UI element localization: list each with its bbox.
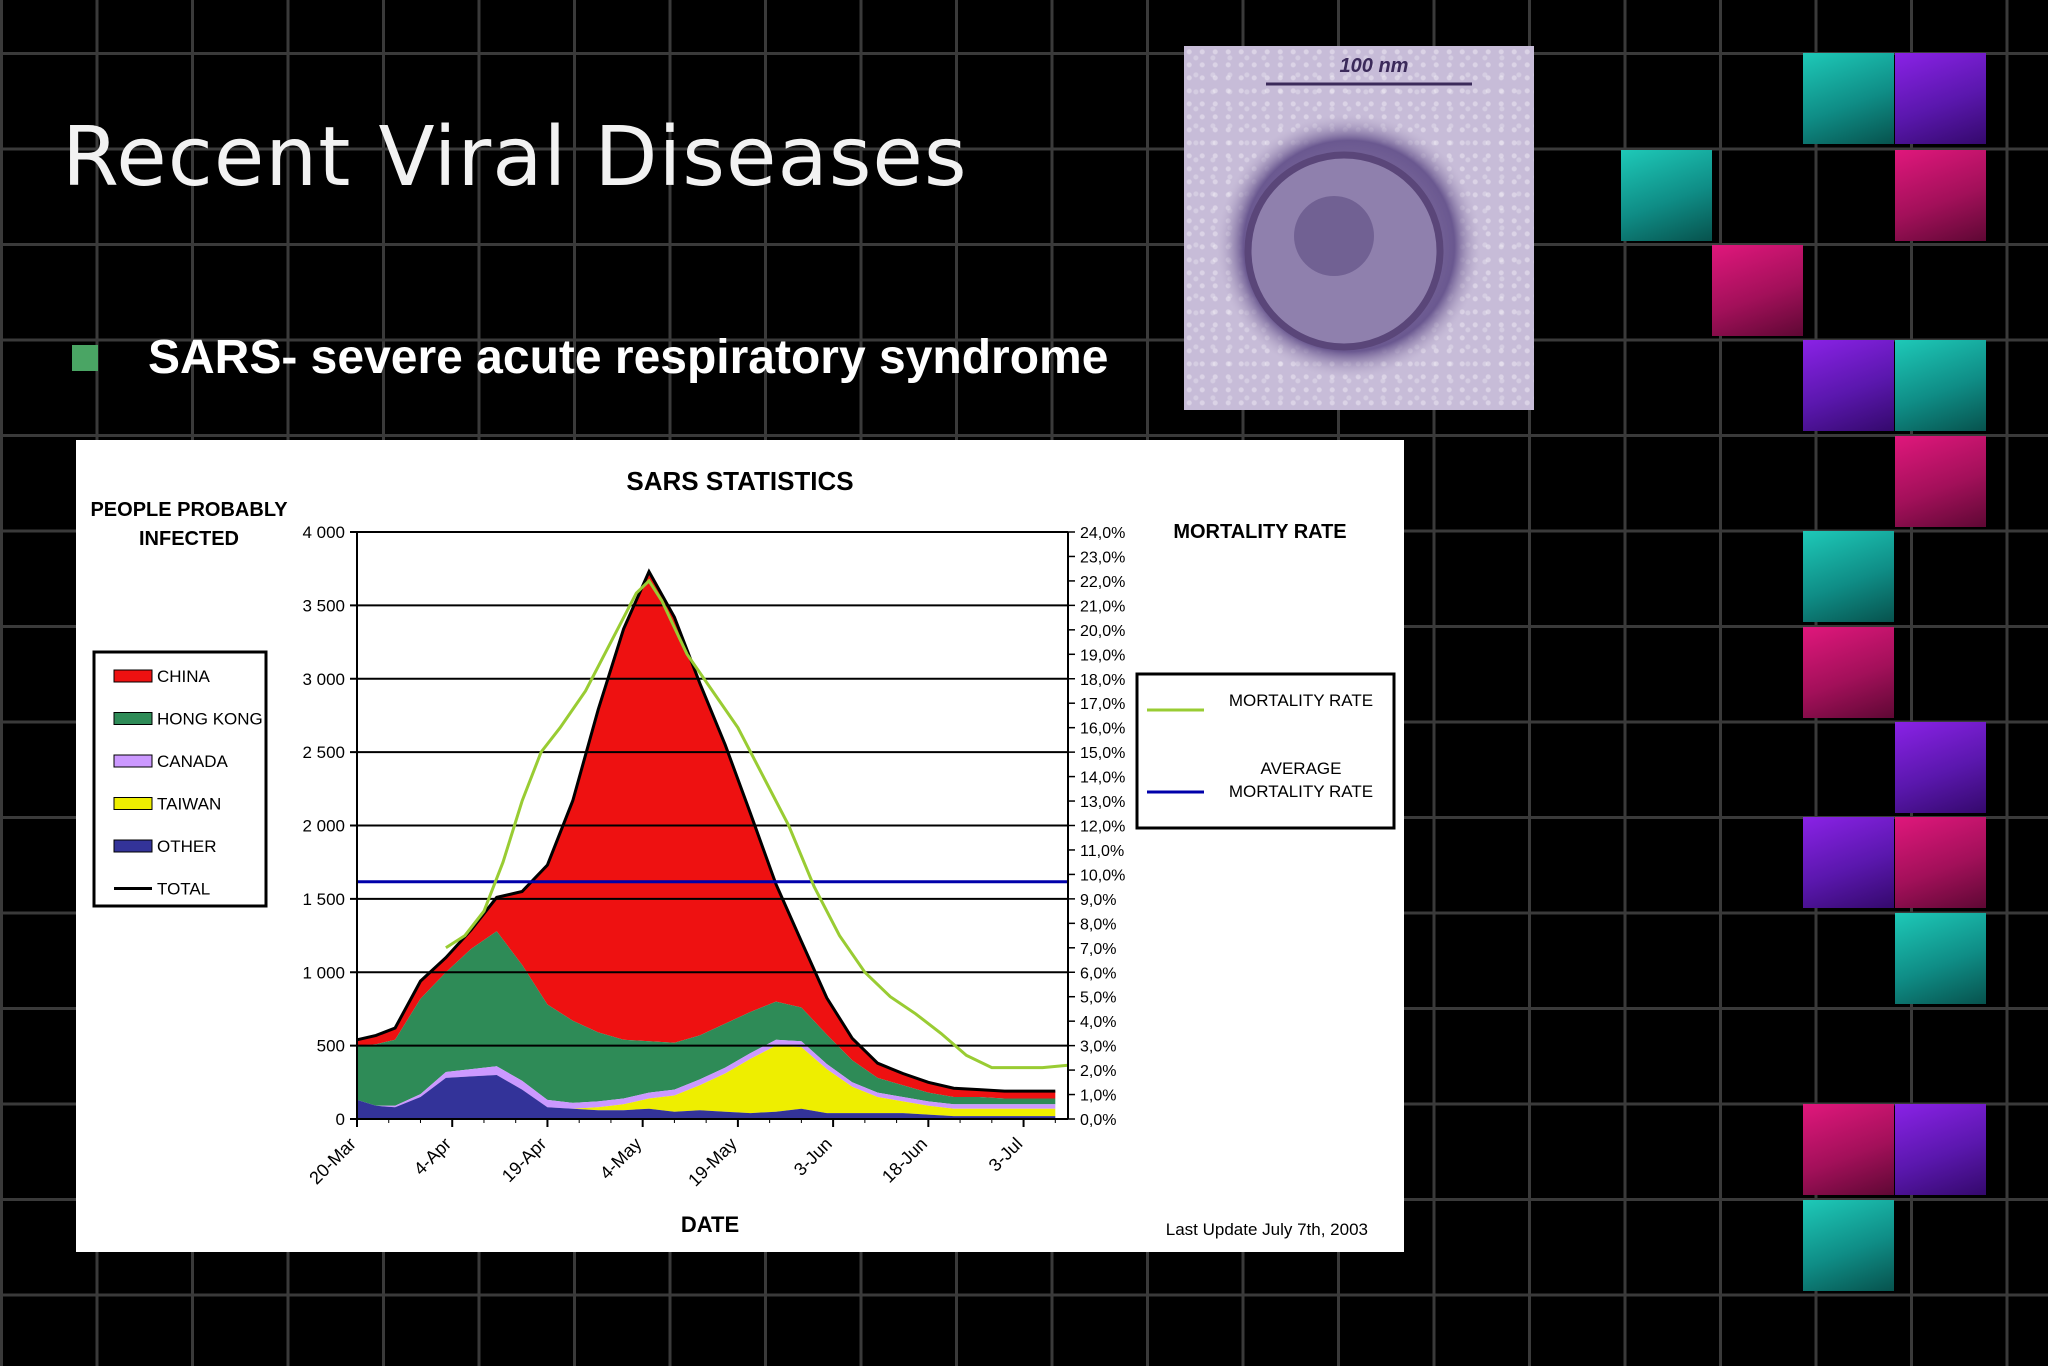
tile-purple bbox=[1895, 53, 1986, 144]
legend-swatch bbox=[113, 669, 153, 683]
chart-title: SARS STATISTICS bbox=[626, 466, 853, 496]
y2-tick-label: 12,0% bbox=[1080, 819, 1125, 836]
area-china bbox=[357, 571, 1056, 1099]
stack-legend bbox=[92, 650, 268, 908]
y2-tick-label: 14,0% bbox=[1080, 770, 1125, 787]
legend-swatch bbox=[113, 712, 153, 725]
y2-tick-label: 13,0% bbox=[1080, 794, 1125, 811]
mortality-legend bbox=[1135, 672, 1396, 830]
bullet-text: SARS- severe acute respiratory syndrome bbox=[148, 331, 1109, 384]
y2-tick-label: 0,0% bbox=[1080, 1112, 1116, 1129]
micrograph-drawing: 100 nm bbox=[1217, 55, 1481, 378]
tile-magenta bbox=[1803, 627, 1894, 718]
area-other bbox=[357, 1075, 1056, 1119]
y2-tick-label: 11,0% bbox=[1080, 843, 1124, 860]
x-tick-label: 19-Apr bbox=[498, 1134, 550, 1186]
x-tick-label: 3-Jul bbox=[985, 1134, 1027, 1176]
legend-label: MORTALITY RATE bbox=[1229, 691, 1373, 710]
mortality-line bbox=[445, 578, 1069, 1070]
legend-swatch bbox=[113, 754, 153, 768]
tile-purple bbox=[1895, 722, 1986, 813]
chart-svg: SARS STATISTICS PEOPLE PROBABLY INFECTED MO… bbox=[90, 466, 1396, 1239]
y2-tick-label: 24,0% bbox=[1080, 525, 1125, 542]
x-tick-label: 3-Jun bbox=[790, 1134, 836, 1180]
scale-label: 100 nm bbox=[1340, 55, 1409, 77]
y2-tick-label: 20,0% bbox=[1080, 623, 1125, 640]
y-tick-label: 500 bbox=[317, 1037, 345, 1056]
y2-tick-label: 19,0% bbox=[1080, 647, 1125, 664]
tile-magenta bbox=[1803, 1104, 1894, 1195]
legend-swatch bbox=[113, 797, 153, 810]
slide-title: Recent Viral Diseases bbox=[62, 110, 968, 205]
y2-tick-label: 3,0% bbox=[1080, 1039, 1116, 1056]
y2-tick-label: 10,0% bbox=[1080, 867, 1125, 884]
tile-teal bbox=[1621, 150, 1712, 241]
y2-tick-label: 17,0% bbox=[1080, 696, 1125, 713]
y2-tick-label: 4,0% bbox=[1080, 1014, 1116, 1031]
tile-teal bbox=[1895, 913, 1986, 1004]
virus-dark-spot bbox=[1294, 196, 1374, 276]
legend-label: OTHER bbox=[157, 837, 217, 856]
y2-tick-label: 18,0% bbox=[1080, 672, 1125, 689]
tile-magenta bbox=[1895, 150, 1986, 241]
tile-teal bbox=[1803, 531, 1894, 622]
bullet-item: SARS- severe acute respiratory syndrome bbox=[72, 330, 1108, 385]
total-line bbox=[356, 568, 1056, 1093]
area-canada bbox=[357, 1039, 1056, 1109]
tile-magenta bbox=[1895, 436, 1986, 527]
y2-tick-label: 5,0% bbox=[1080, 990, 1116, 1007]
y-axis-title-line2: INFECTED bbox=[139, 528, 239, 550]
bullet-square-icon bbox=[72, 344, 98, 371]
y-tick-label: 4 000 bbox=[302, 523, 345, 542]
tile-purple bbox=[1803, 340, 1894, 431]
y2-tick-label: 16,0% bbox=[1080, 721, 1125, 738]
x-tick-label: 20-Mar bbox=[305, 1134, 359, 1188]
y2-tick-label: 23,0% bbox=[1080, 549, 1125, 566]
y2-tick-label: 1,0% bbox=[1080, 1088, 1116, 1105]
x-tick-label: 19-May bbox=[684, 1134, 741, 1191]
area-taiwan bbox=[357, 1045, 1056, 1117]
y-tick-label: 2 500 bbox=[302, 743, 345, 762]
tile-teal bbox=[1803, 1200, 1894, 1291]
y2-tick-label: 22,0% bbox=[1080, 574, 1125, 591]
legend-swatch bbox=[113, 839, 153, 853]
y2-tick-label: 7,0% bbox=[1080, 941, 1116, 958]
area-hong-kong bbox=[357, 931, 1056, 1106]
y2-tick-label: 15,0% bbox=[1080, 745, 1125, 762]
y2-tick-label: 2,0% bbox=[1080, 1063, 1116, 1080]
y2-tick-label: 8,0% bbox=[1080, 916, 1116, 933]
y-tick-label: 3 500 bbox=[302, 596, 345, 615]
virus-envelope bbox=[1244, 151, 1444, 351]
chart-footnote: Last Update July 7th, 2003 bbox=[1166, 1220, 1368, 1239]
y-tick-label: 3 000 bbox=[302, 670, 345, 689]
x-tick-label: 4-Apr bbox=[410, 1134, 455, 1179]
coronavirus-micrograph: 100 nm bbox=[1184, 46, 1534, 410]
tile-purple bbox=[1895, 1104, 1986, 1195]
tile-purple bbox=[1803, 817, 1894, 908]
tile-teal bbox=[1895, 340, 1986, 431]
x-axis-title: DATE bbox=[681, 1212, 739, 1237]
y2-tick-label: 21,0% bbox=[1080, 598, 1125, 615]
legend-label: TAIWAN bbox=[157, 795, 221, 814]
legend-label: HONG KONG bbox=[157, 710, 263, 729]
tile-magenta bbox=[1895, 817, 1986, 908]
legend-label: TOTAL bbox=[157, 880, 210, 899]
y-tick-label: 2 000 bbox=[302, 817, 345, 836]
y2-axis-title: MORTALITY RATE bbox=[1173, 521, 1346, 543]
y2-tick-label: 6,0% bbox=[1080, 965, 1116, 982]
y-tick-label: 1 000 bbox=[302, 963, 345, 982]
x-tick-label: 4-May bbox=[596, 1134, 646, 1184]
sars-chart: SARS STATISTICS PEOPLE PROBABLY INFECTED MO… bbox=[76, 440, 1404, 1252]
y-axis-title-line1: PEOPLE PROBABLY bbox=[90, 499, 288, 521]
legend-label: AVERAGE bbox=[1261, 759, 1342, 778]
tile-teal bbox=[1803, 53, 1894, 144]
legend-label: CHINA bbox=[157, 667, 211, 686]
x-tick-label: 18-Jun bbox=[878, 1134, 931, 1187]
tile-magenta bbox=[1712, 245, 1803, 336]
legend-label: MORTALITY RATE bbox=[1229, 782, 1373, 801]
y-tick-label: 0 bbox=[336, 1110, 345, 1129]
y2-tick-label: 9,0% bbox=[1080, 892, 1116, 909]
legend-label: CANADA bbox=[157, 752, 229, 771]
y-tick-label: 1 500 bbox=[302, 890, 345, 909]
